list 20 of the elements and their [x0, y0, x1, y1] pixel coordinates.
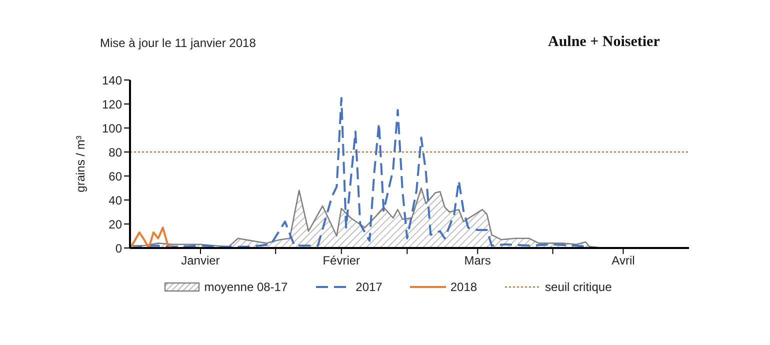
y-tick-label: 20: [108, 217, 122, 232]
y-tick-label: 80: [108, 145, 122, 160]
text: moyenne 08-17: [204, 280, 288, 294]
x-tick-label: Mars: [464, 254, 491, 268]
chart-subtitle: Mise à jour le 11 janvier 2018: [100, 36, 256, 50]
legend-label: 2018: [450, 280, 478, 294]
y-tick-label: 120: [102, 97, 122, 112]
x-tick-label: Février: [322, 254, 360, 268]
y-tick-label: 0: [115, 241, 122, 256]
legend-label: seuil critique: [545, 280, 612, 294]
line-series: [130, 226, 174, 248]
x-tick-label: Avril: [612, 254, 635, 268]
y-axis-title: grains / m³: [73, 136, 88, 192]
chart-title: Aulne + Noisetier: [548, 34, 660, 51]
y-tick-label: 60: [108, 169, 122, 184]
y-tick-label: 40: [108, 193, 122, 208]
x-tick-label: Janvier: [181, 254, 220, 268]
y-tick-label: 140: [102, 73, 122, 88]
y-tick-label: 100: [102, 121, 122, 136]
legend-label: 2017: [356, 280, 382, 294]
